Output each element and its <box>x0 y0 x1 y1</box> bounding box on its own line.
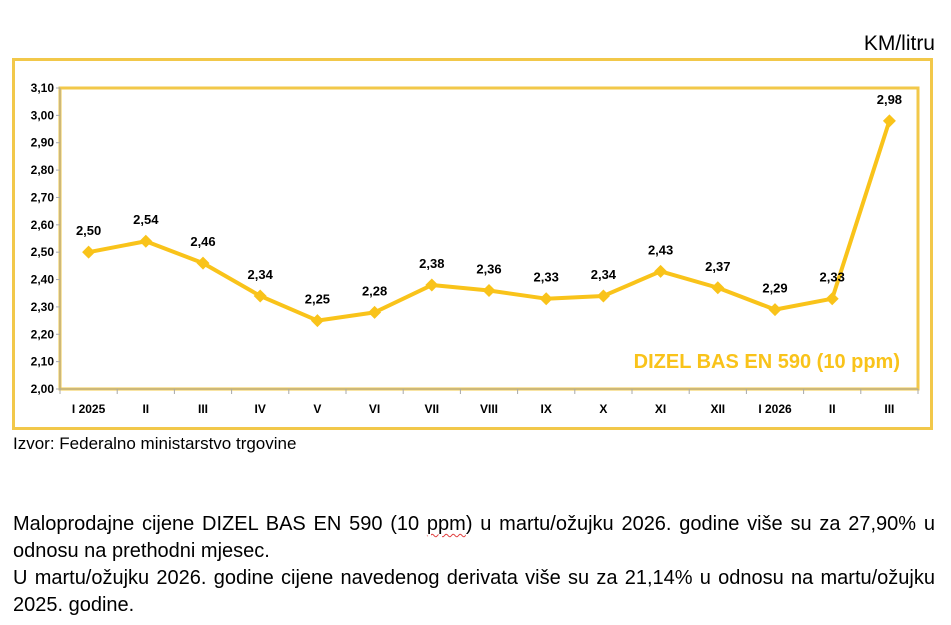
data-point-marker <box>482 283 496 297</box>
data-label: 2,43 <box>648 242 673 257</box>
data-point-marker <box>425 278 439 292</box>
summary-p1-before: Maloprodajne cijene DIZEL BAS EN 590 (10 <box>13 513 427 535</box>
x-tick-label: VI <box>369 402 380 416</box>
x-tick-label: II <box>142 402 149 416</box>
x-tick-label: I 2026 <box>758 402 792 416</box>
data-label: 2,36 <box>476 261 501 276</box>
y-tick-label: 2,90 <box>31 136 55 150</box>
x-tick-label: III <box>884 402 894 416</box>
data-point-marker <box>825 292 839 306</box>
data-point-marker <box>768 303 782 317</box>
x-tick-label: II <box>829 402 836 416</box>
data-point-marker <box>882 114 896 128</box>
y-tick-label: 2,00 <box>31 382 55 396</box>
data-label: 2,98 <box>877 92 902 107</box>
y-tick-label: 2,10 <box>31 355 55 369</box>
data-label: 2,50 <box>76 223 101 238</box>
data-label: 2,37 <box>705 259 730 274</box>
data-point-marker <box>82 245 96 259</box>
data-label: 2,33 <box>820 270 845 285</box>
data-label: 2,28 <box>362 283 387 298</box>
summary-p1-after: ) u martu/ožujku 2026. godine više su za… <box>13 513 935 562</box>
series-legend-label: DIZEL BAS EN 590 (10 ppm) <box>634 351 900 373</box>
x-tick-label: VIII <box>480 402 498 416</box>
summary-paragraph-1: Maloprodajne cijene DIZEL BAS EN 590 (10… <box>13 511 935 565</box>
data-point-marker <box>139 234 153 248</box>
y-tick-label: 2,30 <box>31 300 55 314</box>
data-label: 2,54 <box>133 212 159 227</box>
x-tick-label: V <box>313 402 321 416</box>
y-tick-label: 2,40 <box>31 273 55 287</box>
data-label: 2,38 <box>419 256 444 271</box>
y-tick-label: 2,20 <box>31 327 55 341</box>
y-tick-label: 2,50 <box>31 245 55 259</box>
x-tick-label: XI <box>655 402 666 416</box>
data-label: 2,46 <box>190 234 215 249</box>
unit-label: KM/litru <box>863 32 935 55</box>
y-tick-label: 2,80 <box>31 163 55 177</box>
y-tick-label: 3,10 <box>31 81 55 95</box>
data-label: 2,34 <box>248 267 274 282</box>
x-tick-label: XII <box>710 402 725 416</box>
price-line-chart: 2,00 2,10 2,20 2,30 2,40 2,50 2,60 2,70 2,80 2,90… <box>31 81 920 416</box>
data-point-marker <box>711 281 725 295</box>
summary-text: Maloprodajne cijene DIZEL BAS EN 590 (10… <box>13 511 935 619</box>
x-tick-label: IV <box>255 402 266 416</box>
x-tick-label: IX <box>541 402 552 416</box>
y-tick-label: 2,60 <box>31 218 55 232</box>
data-label: 2,34 <box>591 267 617 282</box>
data-label: 2,25 <box>305 292 330 307</box>
x-tick-label: VII <box>424 402 439 416</box>
plot-area-border <box>58 86 920 391</box>
data-point-marker <box>310 314 324 328</box>
summary-paragraph-2: U martu/ožujku 2026. godine cijene naved… <box>13 567 935 616</box>
source-note: Izvor: Federalno ministarstvo trgovine <box>13 434 297 453</box>
x-tick-label: X <box>599 402 607 416</box>
y-tick-label: 2,70 <box>31 190 55 204</box>
y-tick-label: 3,00 <box>31 108 55 122</box>
data-label: 2,33 <box>534 270 559 285</box>
data-point-marker <box>654 264 668 278</box>
x-tick-label: I 2025 <box>72 402 106 416</box>
data-point-marker <box>539 292 553 306</box>
data-point-marker <box>596 289 610 303</box>
data-point-marker <box>253 289 267 303</box>
data-point-marker <box>196 256 210 270</box>
x-tick-label: III <box>198 402 208 416</box>
spellcheck-mark: ppm <box>426 513 466 535</box>
data-label: 2,29 <box>762 281 787 296</box>
data-point-marker <box>368 305 382 319</box>
chart-frame: 2,00 2,10 2,20 2,30 2,40 2,50 2,60 2,70 2,80 2,90… <box>12 58 933 430</box>
